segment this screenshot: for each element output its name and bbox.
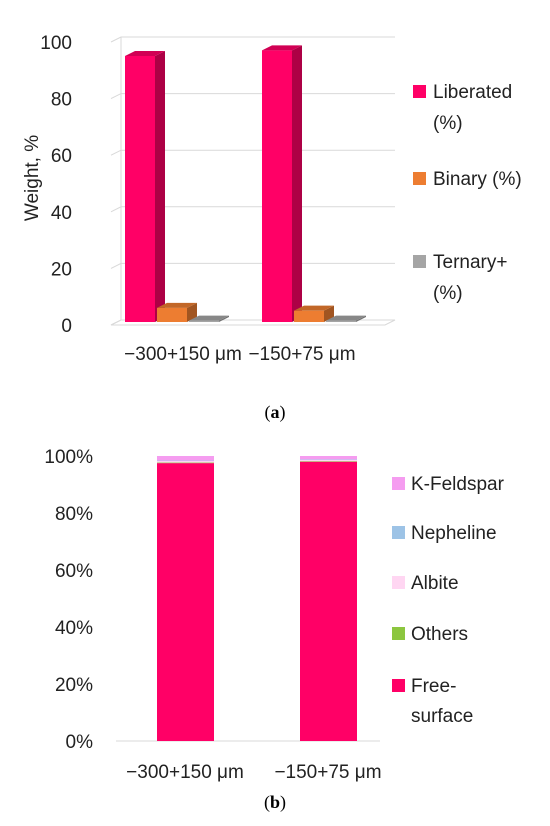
chart-b-bar-segment [300,459,357,460]
chart-a-bar [157,302,197,322]
chart-a-y-ticks: 0 20 40 60 80 100 [40,33,72,337]
chart-a-bar [294,305,334,322]
chart-b-caption: (b) [264,792,286,813]
chart-a-bar-top [157,302,197,308]
chart-a-bar [326,315,366,322]
chart-a-bar [125,50,165,322]
chart-b-x-tick-label: −150+75 μm [274,762,381,783]
chart-b-legend-label: Nepheline [411,523,497,544]
chart-a-bar [262,45,302,322]
chart-a-bar [189,315,229,322]
chart-b-y-tick-label: 20% [55,675,93,696]
chart-b-y-tick-label: 0% [66,732,94,753]
chart-a-bar-front [326,320,356,322]
chart-b-x-tick-label: −300+150 μm [126,762,244,783]
chart-a-legend-label: Liberated (%) [433,82,512,134]
chart-b-legend-label: Free-surface [411,676,473,727]
chart-b-bar-segment [300,459,357,462]
chart-b-legend: Free-surface Others Albite Nepheline K-Felds… [392,474,505,727]
chart-a-bar-front [294,310,324,322]
chart-a-bar-front [125,55,155,322]
chart-a-gridlines [110,36,396,326]
chart-b-bar-segment [157,460,214,463]
chart-b-x-ticks: −300+150 μm −150+75 μm [126,762,381,783]
chart-a-y-tick-label: 0 [61,316,72,337]
chart-b-bar-segment [300,461,357,462]
chart-b-bar-segment [157,460,214,462]
chart-b-bar-segment [157,462,214,464]
chart-b-legend-swatch [392,526,405,539]
chart-a-bar-side [292,45,302,322]
chart-b-y-tick-label: 60% [55,561,93,582]
chart-b-legend-label: Albite [411,573,459,594]
chart-a-ylabel: Weight, % [22,135,43,221]
chart-a-floor [110,319,396,326]
chart-b-bars [157,456,357,741]
chart-a-bar-top [189,315,229,321]
chart-b-bar-segment [157,463,214,741]
chart-a-bar-front [189,320,219,322]
chart-a-legend-swatch [413,85,426,98]
chart-b-legend-label: Others [411,624,468,645]
chart-b-legend-swatch [392,477,405,490]
chart-a-bars [125,45,366,322]
chart-b-legend-swatch [392,679,405,692]
chart-a-bar-top [262,45,302,51]
chart-a-bar-side [356,315,366,322]
chart-a-legend-swatch [413,255,426,268]
chart-a-gridline [110,36,395,43]
chart-a-y-tick-label: 80 [51,90,72,111]
chart-a-bar-top [125,50,165,56]
chart-b-y-tick-label: 40% [55,618,93,639]
chart-a-y-tick-label: 40 [51,203,72,224]
chart-b-y-tick-label: 80% [55,504,93,525]
chart-a-x-ticks: −300+150 μm −150+75 μm [124,344,355,365]
chart-a-bar-side [187,302,197,322]
chart-a-bar-top [294,305,334,311]
chart-a-y-tick-label: 20 [51,259,72,280]
chart-b-bar-segment [157,456,214,461]
chart-a-bar-front [157,307,187,322]
chart-b-bar-segment [300,461,357,741]
chart-a-legend-label: Ternary+ (%) [433,252,507,304]
chart-a-bar-top [326,315,366,321]
chart-a-bar-front [262,50,292,322]
chart-b-bar-segment [300,456,357,460]
chart-b-legend-label: K-Feldspar [411,474,505,495]
chart-a-bar-side [219,315,229,322]
chart-a-bar-side [155,50,165,322]
chart-b-legend-swatch [392,627,405,640]
chart-a-legend-label: Binary (%) [433,169,522,190]
chart-a-legend: Liberated (%) Binary (%) Ternary+ (%) [413,82,522,304]
chart-a-y-tick-label: 100 [40,33,72,54]
chart-b-legend-swatch [392,576,405,589]
chart-a-legend-swatch [413,172,426,185]
chart-b-y-ticks: 0% 20% 40% 60% 80% 100% [44,447,93,753]
chart-b-y-tick-label: 100% [44,447,93,468]
chart-a-caption: (a) [265,402,286,423]
chart-a-x-tick-label: −300+150 μm [124,344,242,365]
chart-a-x-tick-label: −150+75 μm [248,344,355,365]
chart-a-y-tick-label: 60 [51,146,72,167]
chart-a: 0 20 40 60 80 100 −300+150 μm −150+75 μm Weigh… [22,33,522,423]
chart-b: 0% 20% 40% 60% 80% 100% −300+150 μm −150+75 μm… [44,447,504,813]
